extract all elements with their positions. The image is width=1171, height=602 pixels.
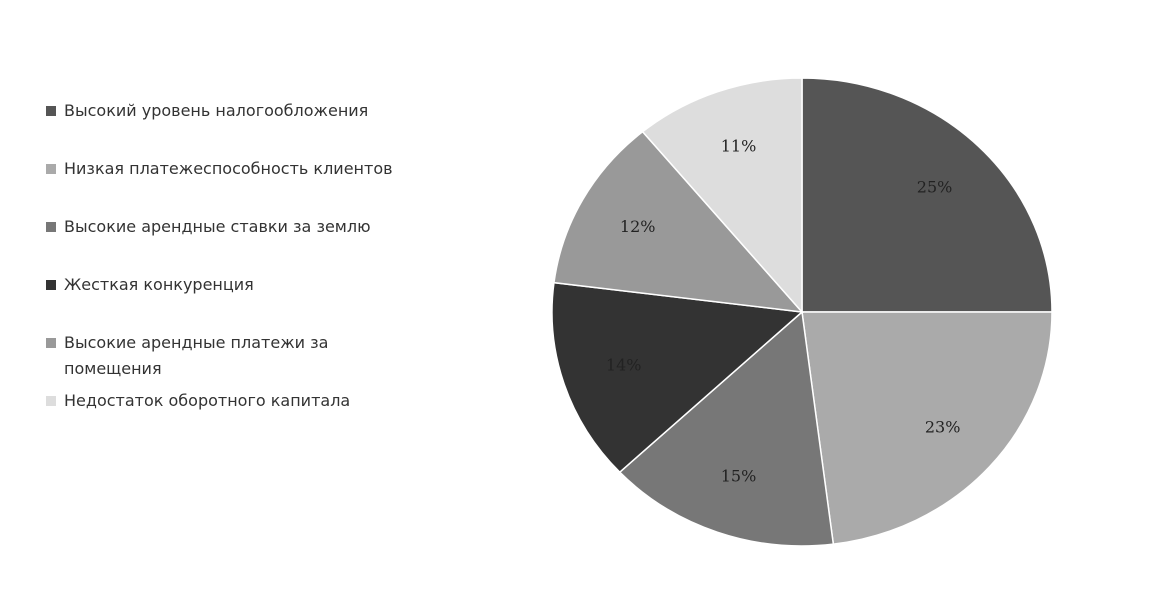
legend-label: Высокие арендные платежи за помещения: [64, 333, 329, 378]
legend-item: Недостаток оборотного капитала: [46, 388, 416, 446]
legend-swatch: [46, 164, 56, 174]
pie-slice: [641, 77, 803, 314]
pie-slice: [551, 281, 804, 474]
pie-slice: [801, 77, 1053, 313]
value-label: 11%: [721, 136, 757, 155]
legend-item: Высокие арендные ставки за землю: [46, 214, 416, 272]
legend-label: Высокие арендные ставки за землю: [64, 217, 371, 236]
value-label: 12%: [620, 217, 656, 236]
legend-swatch: [46, 396, 56, 406]
value-label: 25%: [917, 177, 953, 196]
value-label: 15%: [721, 467, 757, 486]
legend: Высокий уровень налогообложения Низкая пл…: [46, 98, 416, 446]
pie-slice: [801, 311, 1053, 545]
legend-label: Недостаток оборотного капитала: [64, 391, 351, 410]
legend-swatch: [46, 280, 56, 290]
legend-swatch: [46, 338, 56, 348]
legend-swatch: [46, 222, 56, 232]
legend-item: Жесткая конкуренция: [46, 272, 416, 330]
legend-label: Высокий уровень налогообложения: [64, 101, 369, 120]
pie-slice: [618, 310, 835, 547]
legend-label: Низкая платежеспособность клиентов: [64, 159, 393, 178]
value-label: 23%: [925, 418, 961, 437]
value-label: 14%: [606, 356, 642, 375]
legend-label: Жесткая конкуренция: [64, 275, 254, 294]
legend-item: Низкая платежеспособность клиентов: [46, 156, 416, 214]
legend-item: Высокие арендные платежи за помещения: [46, 330, 416, 388]
pie-slice: [553, 130, 804, 313]
legend-swatch: [46, 106, 56, 116]
legend-item: Высокий уровень налогообложения: [46, 98, 416, 156]
